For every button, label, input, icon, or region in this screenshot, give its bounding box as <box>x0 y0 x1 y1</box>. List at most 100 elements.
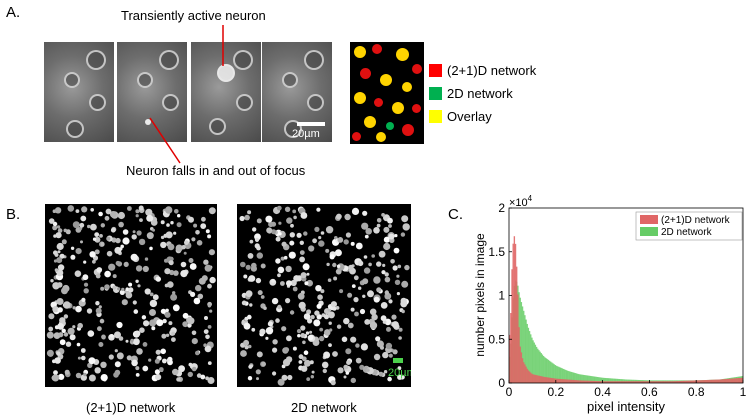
neuron-dot <box>152 294 159 301</box>
neuron-dot <box>207 361 212 365</box>
neuron-dot <box>375 336 381 342</box>
x-tick-label: 1 <box>740 385 747 399</box>
histogram-bar-2plus1d <box>574 380 576 383</box>
neuron-dot <box>391 314 397 320</box>
neuron-dot <box>373 227 380 234</box>
neuron-dot <box>54 207 62 214</box>
histogram-bar-2d <box>601 377 603 383</box>
neuron-dot <box>122 229 129 235</box>
histogram-bar-2d <box>583 375 586 383</box>
histogram-bar-2plus1d <box>685 380 688 383</box>
histogram-bar-2plus1d <box>692 380 695 383</box>
histogram-bar-2plus1d <box>602 381 604 383</box>
histogram-bar-2plus1d <box>579 380 581 383</box>
histogram-bar-2plus1d <box>669 381 671 383</box>
neuron-dot <box>245 264 251 270</box>
histogram-bar-2plus1d <box>645 381 648 383</box>
histogram-bar-2plus1d <box>678 381 681 383</box>
histogram-bar-2plus1d <box>561 379 564 383</box>
neuron-dot <box>61 239 67 245</box>
histogram-bar-2plus1d <box>554 378 556 383</box>
neuron-dot <box>380 302 388 309</box>
neuron-dot <box>308 245 315 252</box>
histogram-bar-2plus1d <box>705 380 707 383</box>
histogram-bar-2plus1d <box>647 381 649 383</box>
neuron-dot <box>57 250 61 254</box>
histogram-bar-2plus1d <box>569 379 572 383</box>
neuron-dot <box>343 364 349 370</box>
histogram-bar-2plus1d <box>664 381 666 383</box>
histogram-bar-2plus1d <box>661 381 663 383</box>
histogram-bar-2plus1d <box>714 379 717 383</box>
caption-2plus1d-network: (2+1)D network <box>86 400 176 415</box>
histogram-bar-2plus1d <box>563 379 566 383</box>
neuron-dot <box>373 276 381 284</box>
legend-swatch-2d <box>429 87 442 100</box>
histogram-bar-2plus1d <box>723 379 725 383</box>
neuron-dot <box>387 217 393 224</box>
neuron-dot <box>404 264 410 271</box>
neuron-dot <box>244 345 249 350</box>
neuron-dot <box>290 223 294 228</box>
neuron-dot <box>312 238 317 244</box>
x-axis-label: pixel intensity <box>587 399 666 414</box>
neuron-dot <box>378 250 386 258</box>
histogram-bar-2plus1d <box>641 381 643 383</box>
neuron-dot <box>315 285 322 292</box>
neuron-dot <box>168 321 173 326</box>
histogram-bar-2plus1d <box>629 381 631 383</box>
histogram-bar-2plus1d <box>737 378 739 383</box>
histogram-bar-2plus1d <box>581 380 583 383</box>
histogram-bar-2plus1d <box>592 380 594 383</box>
neuron-dot <box>200 223 207 229</box>
neuron-dot <box>398 327 403 332</box>
neuron-dot <box>400 374 405 380</box>
neuron-dot <box>308 334 314 341</box>
neuron-dot <box>77 322 83 329</box>
histogram-bar-2plus1d <box>521 358 524 383</box>
neuron-dot <box>290 279 297 287</box>
histogram-bar-2d <box>549 361 552 383</box>
neuron-dot <box>397 366 402 371</box>
neuron-dot <box>351 207 360 215</box>
neuron-dot <box>97 326 102 332</box>
histogram-bar-2plus1d <box>542 376 545 383</box>
neuron-dot <box>94 249 100 255</box>
neuron-dot <box>378 371 384 377</box>
neuron-dot <box>94 367 101 374</box>
histogram-bar-2plus1d <box>566 379 568 383</box>
neuron-dot <box>160 235 165 240</box>
histogram-bar-2plus1d <box>707 379 710 383</box>
neuron-dot <box>95 307 102 314</box>
neuron-dot <box>172 368 179 376</box>
histogram-bar-2plus1d <box>617 381 620 383</box>
neuron-dot <box>205 229 210 234</box>
neuron-dot <box>260 263 266 269</box>
neuron-dot <box>46 349 54 357</box>
neuron-dot <box>195 230 200 235</box>
histogram-bar-2d <box>581 374 583 383</box>
neuron-dot <box>327 278 332 282</box>
neuron-dot <box>303 231 308 236</box>
neuron-dot <box>336 264 341 268</box>
neuron-dot <box>401 309 405 314</box>
histogram-bar-2d <box>523 310 525 383</box>
neuron-dot <box>302 340 306 345</box>
histogram-bar-2d <box>600 377 602 383</box>
histogram-bar-2plus1d <box>609 381 611 383</box>
neuron-dot <box>109 211 117 218</box>
neuron-dot <box>100 374 108 382</box>
neuron-dot <box>293 275 300 282</box>
histogram-bar-2plus1d <box>631 381 634 383</box>
neuron-dot <box>104 284 110 290</box>
neuron-dot <box>369 321 378 330</box>
legend-swatch-2plus1d <box>429 64 442 77</box>
neuron-dot <box>208 207 216 215</box>
histogram-bar-2d <box>561 368 564 383</box>
panel-a-letter: A. <box>6 4 21 21</box>
histogram-bar-2plus1d <box>511 269 513 383</box>
histogram-bar-2plus1d <box>735 378 738 383</box>
neuron-dot <box>177 214 181 218</box>
neuron-dot <box>104 215 110 221</box>
neuron-dot <box>292 209 297 214</box>
